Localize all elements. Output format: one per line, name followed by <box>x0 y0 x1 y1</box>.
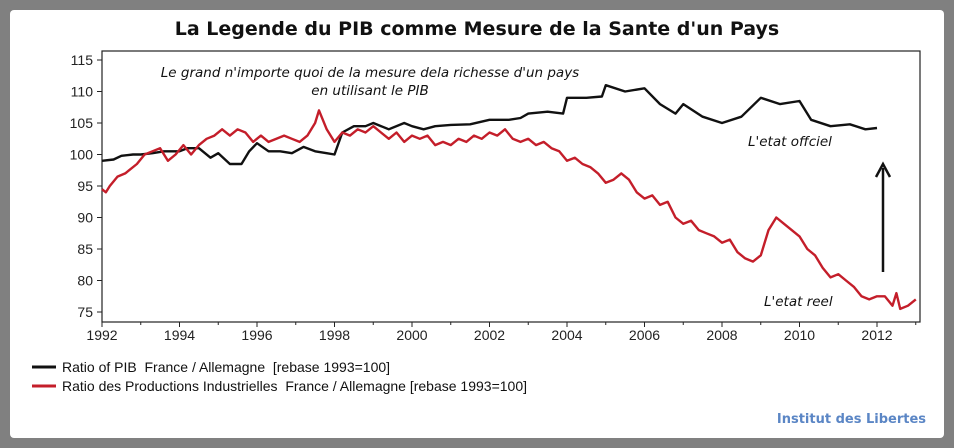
x-tick-label: 1992 <box>86 327 117 343</box>
x-tick-label: 2012 <box>861 327 892 343</box>
x-tick-label: 2010 <box>784 327 815 343</box>
x-tick-label: 2004 <box>551 327 582 343</box>
annotation-top-line1: Le grand n'importe quoi de la mesure del… <box>161 65 579 81</box>
y-tick-label: 80 <box>77 273 93 289</box>
y-tick-label: 85 <box>77 241 93 257</box>
y-tick-label: 90 <box>77 210 93 226</box>
series-line-production <box>101 109 917 311</box>
axes: 75 80 85 90 95 100 105 110 115 1992 1994 1996 1998 20… <box>70 50 921 343</box>
x-tick-label: 2008 <box>706 327 737 343</box>
y-tick-label: 110 <box>71 84 94 100</box>
x-tick-label: 2000 <box>396 327 427 343</box>
legend-label-pib: Ratio of PIB France / Allemagne [rebase … <box>62 359 390 375</box>
y-tick-label: 75 <box>77 304 93 320</box>
annotation-official: L'etat offciel <box>748 134 832 150</box>
plot-border <box>101 50 921 323</box>
arrow-up-icon <box>874 161 892 272</box>
series-lines <box>101 83 917 311</box>
x-tick-label: 2002 <box>474 327 505 343</box>
chart-title: La Legende du PIB comme Mesure de la San… <box>175 18 780 40</box>
y-tick-label: 105 <box>70 115 94 131</box>
legend: Ratio of PIB France / Allemagne [rebase … <box>32 359 527 394</box>
legend-label-production: Ratio des Productions Industrielles Fran… <box>62 378 527 394</box>
y-tick-label: 115 <box>71 52 94 68</box>
x-tick-label: 2006 <box>629 327 660 343</box>
x-tick-label: 1998 <box>319 327 350 343</box>
x-tick-label: 1996 <box>241 327 272 343</box>
annotation-real: L'etat reel <box>764 294 833 310</box>
x-tick-label: 1994 <box>164 327 195 343</box>
chart-frame <box>10 10 944 438</box>
y-tick-label: 100 <box>70 147 94 163</box>
y-tick-label: 95 <box>77 178 93 194</box>
annotation-top-line2: en utilisant le PIB <box>311 83 428 99</box>
series-line-pib <box>101 83 878 166</box>
credit-text: Institut des Libertes <box>777 412 926 427</box>
